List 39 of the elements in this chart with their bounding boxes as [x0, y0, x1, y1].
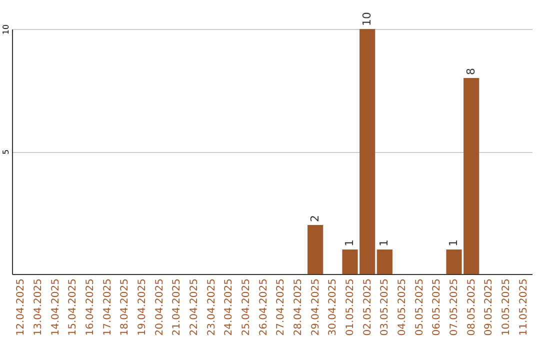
data-label: 10: [360, 12, 374, 26]
y-tick-label: 5: [2, 149, 10, 155]
x-tick-label: 04.05.2025: [397, 278, 408, 336]
x-tick-label: 25.04.2025: [241, 278, 252, 336]
bar: [376, 250, 392, 274]
x-tick-label: 19.04.2025: [137, 278, 148, 336]
x-tick-label: 27.04.2025: [276, 278, 287, 336]
x-tick-label: 30.04.2025: [328, 278, 339, 336]
x-tick-label: 29.04.2025: [310, 278, 322, 336]
x-tick-label: 08.05.2025: [466, 278, 478, 336]
x-tick-label: 14.04.2025: [50, 278, 62, 336]
x-tick-label: 22.04.2025: [189, 278, 200, 336]
x-tick-label: 24.04.2025: [224, 278, 235, 336]
bar: [308, 225, 324, 274]
x-tick-label: 09.05.2025: [484, 278, 495, 336]
x-tick-label: 20.04.2025: [154, 278, 166, 336]
x-tick-label: 03.05.2025: [380, 278, 391, 336]
x-tick-label: 28.04.2025: [293, 278, 304, 336]
x-tick-label: 23.04.2025: [206, 278, 218, 336]
data-label: 1: [343, 240, 356, 246]
x-tick-label: 07.05.2025: [449, 278, 460, 336]
x-tick-label: 06.05.2025: [432, 278, 443, 336]
x-tick-label: 26.04.2025: [258, 278, 270, 336]
x-tick-label: 05.05.2025: [414, 278, 426, 336]
x-tick-label: 01.05.2025: [345, 278, 356, 336]
data-label: 1: [378, 240, 391, 246]
x-tick-label: 12.04.2025: [16, 278, 27, 336]
data-label: 1: [447, 240, 460, 246]
x-tick-label: 18.04.2025: [120, 278, 131, 336]
data-label: 2: [308, 215, 322, 222]
x-tick-label: 17.04.2025: [102, 278, 114, 336]
x-tick-label: 11.05.2025: [518, 278, 530, 336]
data-label: 8: [464, 68, 478, 75]
x-tick-label: 10.05.2025: [501, 278, 512, 336]
x-tick-label: 16.04.2025: [85, 278, 96, 336]
x-tick-label: 02.05.2025: [362, 278, 374, 336]
x-tick-label: 21.04.2025: [172, 278, 183, 336]
x-tick-label: 15.04.2025: [68, 278, 79, 336]
x-tick-label: 13.04.2025: [33, 278, 44, 336]
